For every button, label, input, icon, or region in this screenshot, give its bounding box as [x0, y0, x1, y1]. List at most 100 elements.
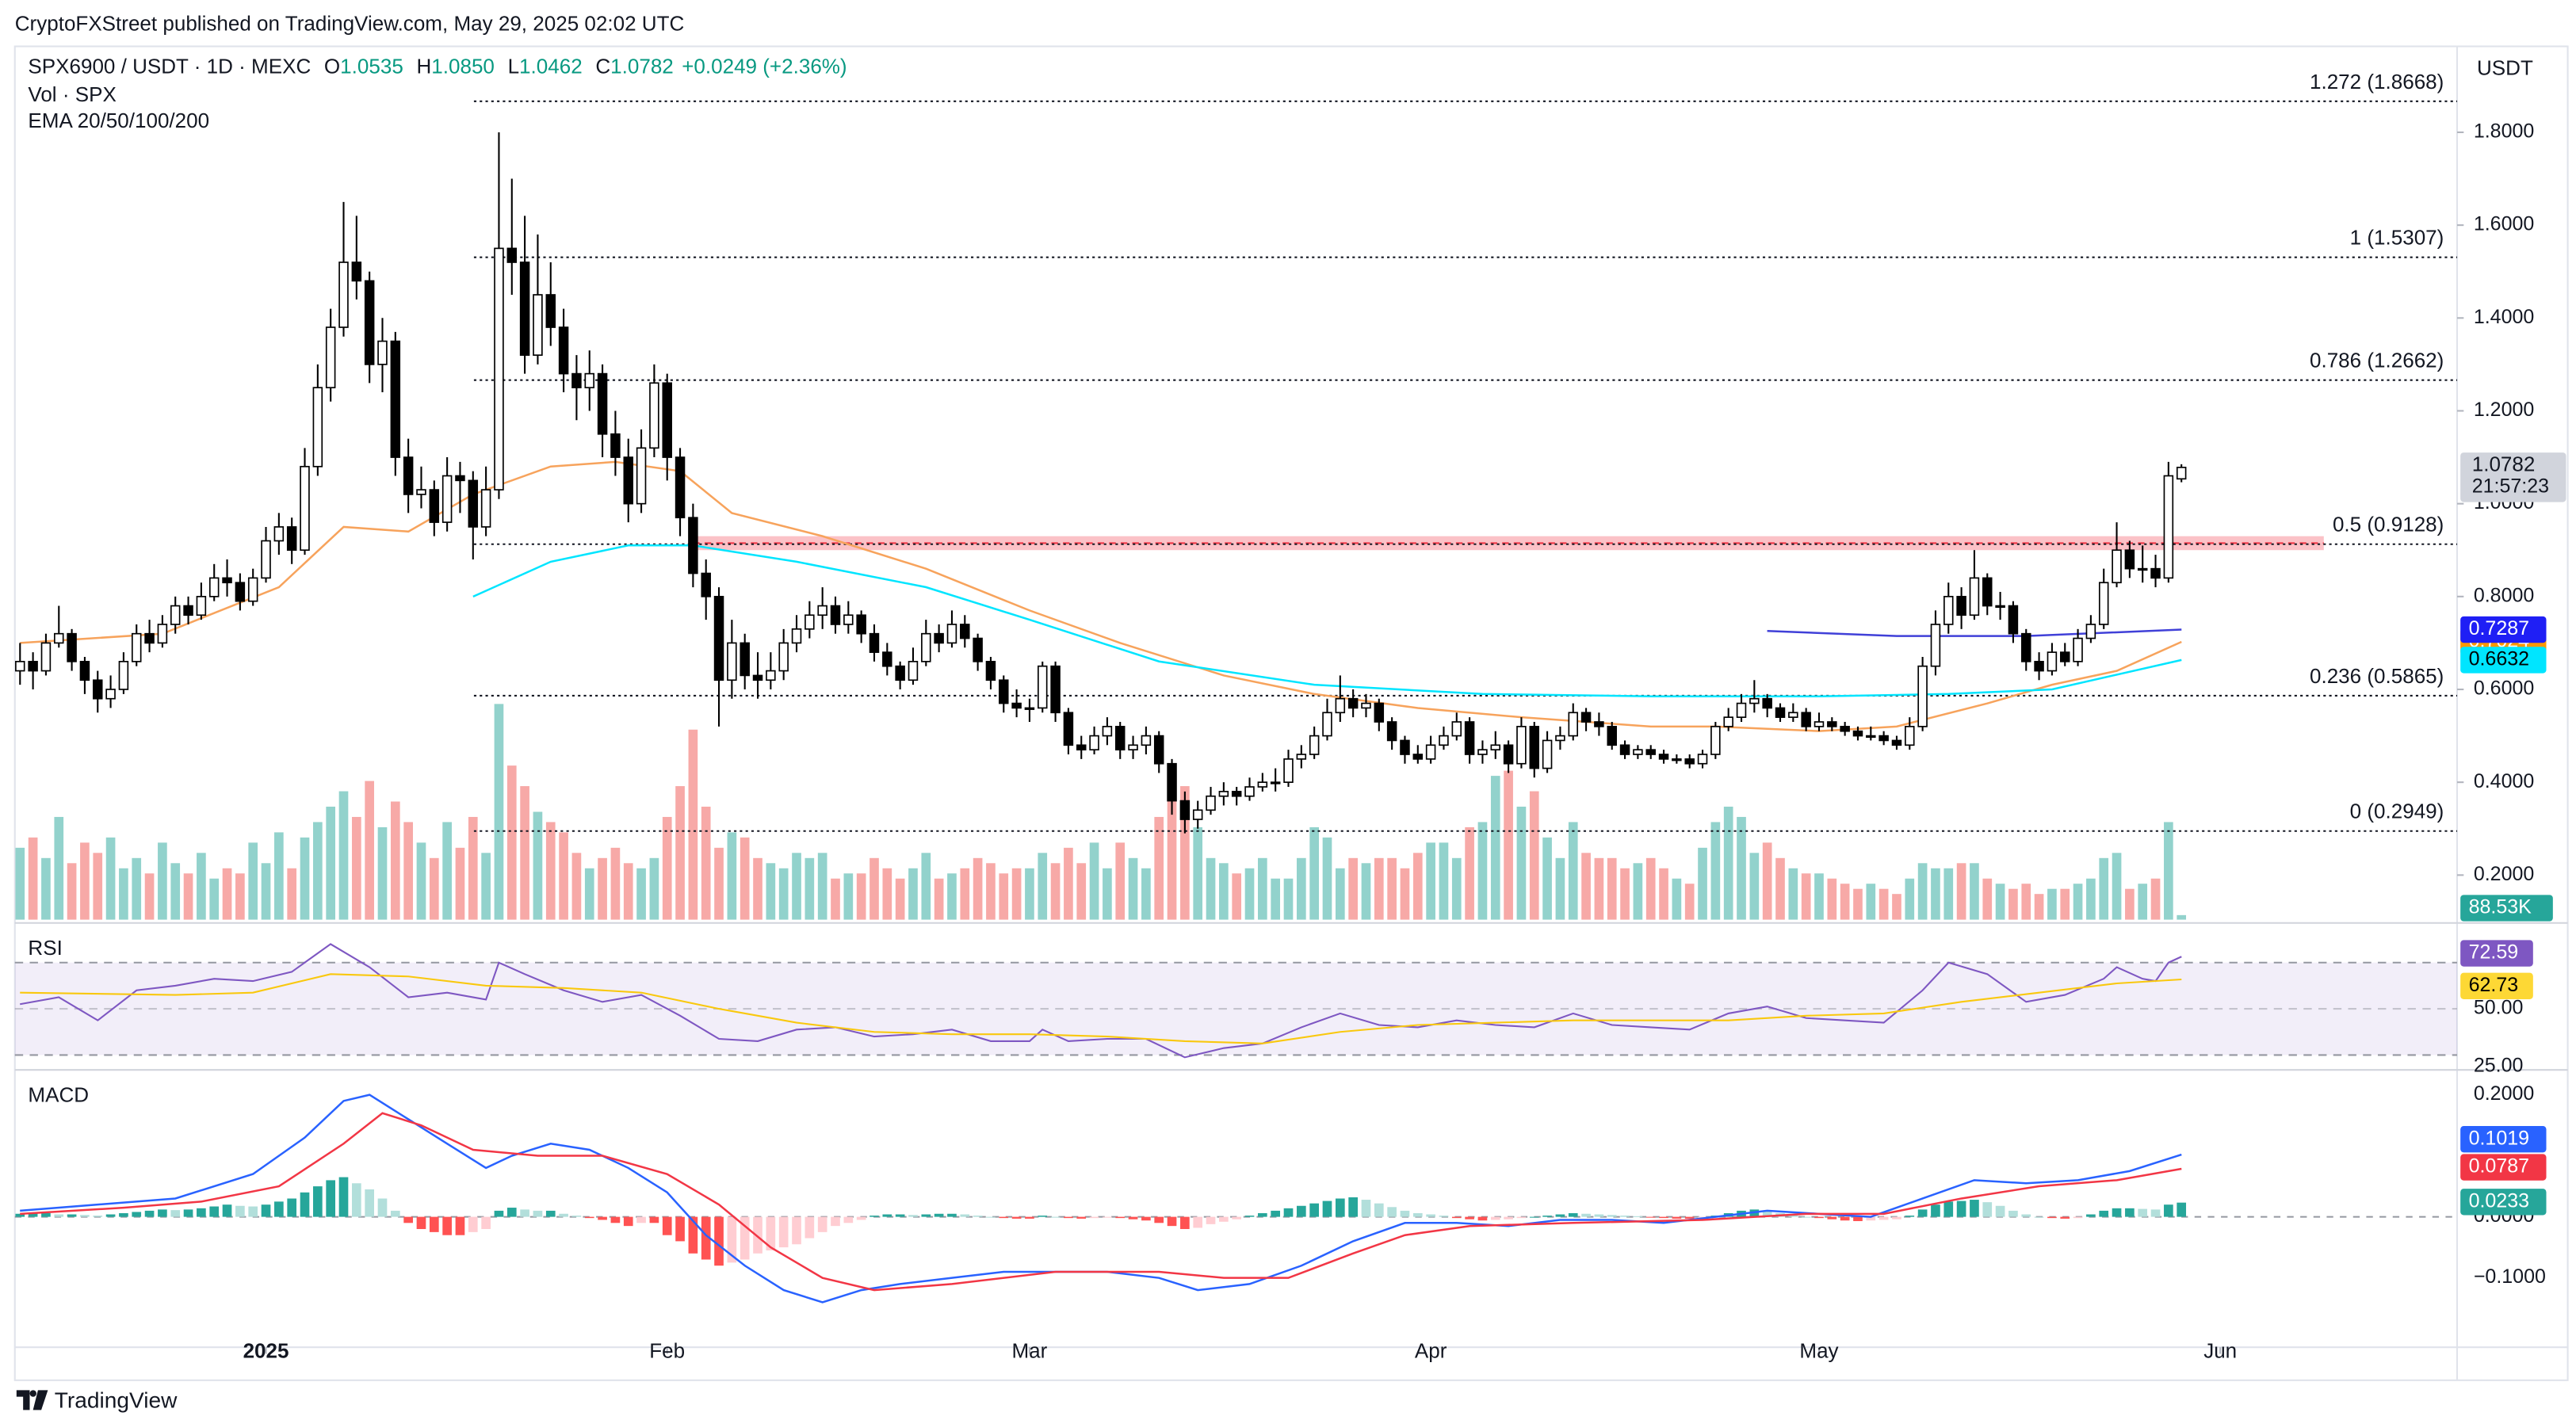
- macd-histogram-bar: [2008, 1210, 2018, 1217]
- macd-histogram-bar: [753, 1216, 762, 1254]
- candle-body: [805, 614, 815, 630]
- macd-histogram-bar: [973, 1216, 983, 1217]
- volume-bar: [2125, 888, 2135, 920]
- volume-bar: [274, 832, 284, 920]
- time-tick-label: May: [1799, 1338, 1838, 1362]
- price-tick-label: 0.2000: [2474, 863, 2534, 885]
- volume-bar: [222, 868, 232, 920]
- candle-body: [222, 577, 232, 584]
- macd-histogram-bar: [2086, 1214, 2096, 1217]
- candle-body: [79, 661, 90, 681]
- candle-body: [1633, 749, 1643, 755]
- candle-body: [170, 605, 181, 625]
- volume-bar: [132, 857, 142, 920]
- volume-bar: [481, 853, 491, 920]
- macd-histogram-bar: [1180, 1216, 1190, 1230]
- macd-histogram-bar: [1271, 1210, 1281, 1217]
- macd-histogram-bar: [1827, 1216, 1837, 1220]
- volume-bar: [753, 857, 762, 920]
- macd-histogram-bar: [714, 1216, 724, 1266]
- macd-histogram-bar: [843, 1216, 854, 1223]
- volume-bar: [2034, 894, 2044, 920]
- candle-body: [2085, 624, 2096, 639]
- candle-body: [1672, 758, 1682, 762]
- macd-histogram-bar: [701, 1216, 711, 1260]
- candle-body: [1969, 577, 1980, 616]
- volume-bar: [2150, 878, 2161, 920]
- candle-body: [1038, 665, 1048, 709]
- macd-histogram-bar: [921, 1214, 931, 1217]
- volume-bar: [947, 873, 957, 920]
- candle-body: [441, 475, 453, 523]
- candle-body: [1684, 758, 1695, 765]
- candle-body: [208, 577, 220, 597]
- candle-body: [2124, 549, 2135, 570]
- volume-bar: [960, 868, 970, 920]
- macd-histogram-bar: [1490, 1216, 1500, 1220]
- macd-histogram-bar: [688, 1216, 698, 1254]
- volume-bar: [2086, 878, 2096, 920]
- volume-bar: [934, 878, 944, 920]
- macd-histogram-bar: [144, 1210, 155, 1217]
- macd-histogram-bar: [1439, 1216, 1449, 1217]
- macd-histogram-bar: [54, 1214, 64, 1217]
- candle-body: [675, 456, 686, 519]
- macd-histogram-bar: [1167, 1216, 1177, 1227]
- candle-body: [494, 247, 504, 491]
- volume-bar: [856, 873, 866, 920]
- macd-histogram-bar: [2073, 1216, 2083, 1219]
- candle-body: [856, 614, 866, 635]
- volume-bar: [1866, 884, 1876, 920]
- publish-header: CryptoFXStreet published on TradingView.…: [15, 11, 685, 35]
- candle-body: [1141, 735, 1152, 746]
- candle-body: [1956, 595, 1966, 616]
- macd-histogram-bar: [1917, 1209, 1928, 1217]
- candle-body: [999, 679, 1009, 704]
- macd-histogram-bar: [1995, 1205, 2005, 1217]
- time-tick-label: Apr: [1415, 1338, 1447, 1362]
- price-tick-label: 0.6000: [2474, 678, 2534, 700]
- volume-bar: [1038, 853, 1048, 920]
- volume-bar: [1451, 857, 1462, 920]
- candle-body: [1089, 735, 1099, 750]
- macd-histogram-bar: [1620, 1216, 1630, 1217]
- candle-body: [908, 661, 919, 681]
- volume-bar: [1982, 878, 1993, 920]
- candle-body: [300, 465, 310, 552]
- volume-bar: [1050, 863, 1061, 920]
- candle-body: [1995, 605, 2005, 609]
- candle-body: [2150, 567, 2161, 579]
- volume-bar: [1698, 847, 1707, 920]
- macd-histogram-bar: [1659, 1216, 1668, 1219]
- fib-label: 0.5 (0.9128): [2333, 513, 2444, 536]
- candle-body: [1386, 721, 1397, 742]
- volume-bar: [1439, 842, 1449, 920]
- macd-histogram-bar: [623, 1216, 633, 1227]
- volume-bar: [1426, 842, 1435, 920]
- volume-bar: [1103, 868, 1112, 920]
- candle-body: [1594, 721, 1604, 727]
- macd-histogram-bar: [2177, 1202, 2187, 1217]
- candle-body: [1167, 762, 1177, 802]
- macd-histogram-bar: [1645, 1216, 1656, 1218]
- candle-body: [131, 632, 142, 662]
- macd-histogram-bar: [1814, 1216, 1824, 1219]
- volume-bar: [390, 801, 400, 920]
- volume-bar: [416, 842, 426, 920]
- badge-label: 0.7287: [2469, 617, 2529, 639]
- macd-histogram-bar: [338, 1177, 349, 1217]
- volume-bar: [1775, 857, 1785, 920]
- volume-bar: [1529, 791, 1539, 920]
- volume-bar: [1064, 847, 1073, 920]
- candle-body: [1619, 744, 1630, 755]
- volume-bar: [1141, 868, 1151, 920]
- ema-line: [20, 460, 2182, 732]
- candle-body: [416, 489, 426, 495]
- macd-histogram-bar: [1297, 1205, 1306, 1217]
- candle-body: [2021, 632, 2031, 662]
- volume-bar: [377, 826, 388, 920]
- ohlc-key: O: [324, 54, 340, 78]
- price-badge: [2460, 647, 2547, 674]
- candle-body: [196, 595, 207, 616]
- macd-histogram-bar: [183, 1209, 193, 1217]
